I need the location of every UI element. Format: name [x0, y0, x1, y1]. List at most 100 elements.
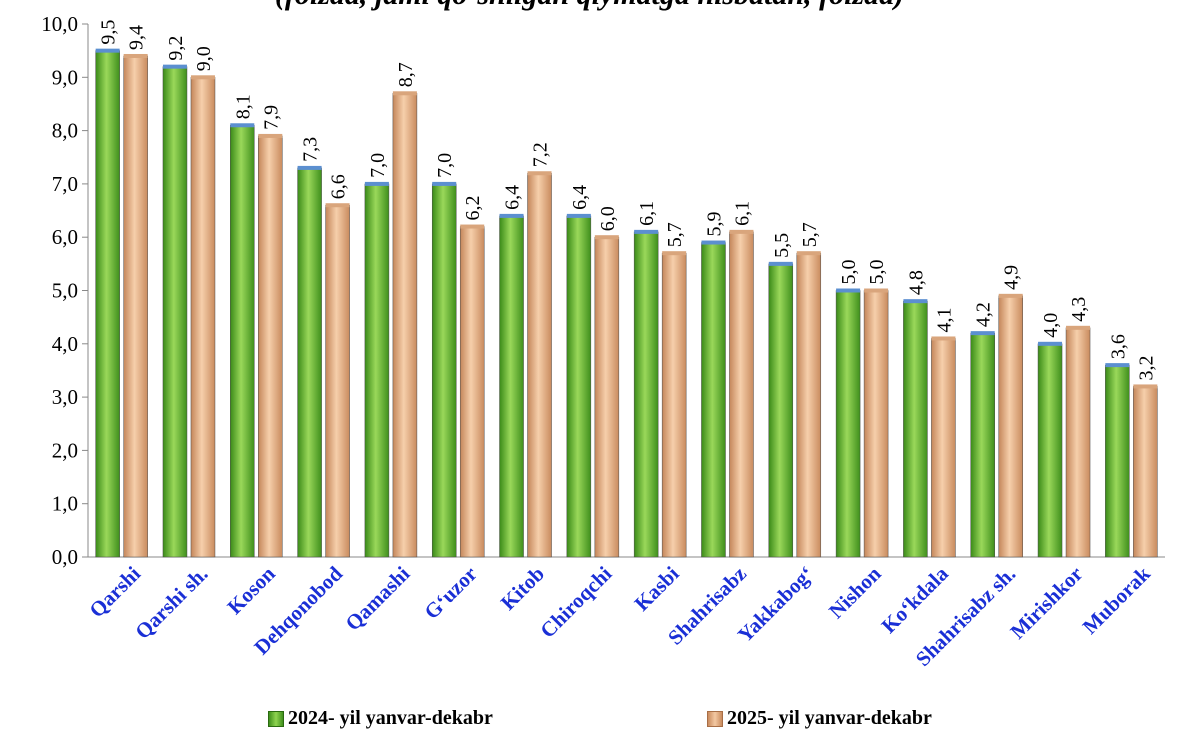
bar-2024	[431, 183, 457, 558]
bar-2025	[392, 93, 418, 558]
bar-value-label: 9,5	[98, 20, 120, 45]
bar-cap	[392, 91, 417, 96]
bar-2024	[230, 125, 255, 558]
bar-value-label: 7,2	[530, 142, 552, 167]
bar-2025	[863, 290, 889, 558]
bar-cap	[864, 288, 889, 293]
y-tick-label: 1,0	[52, 492, 78, 516]
bar-2024	[499, 215, 524, 558]
bar-cap	[1038, 341, 1063, 346]
bar-2024	[970, 332, 995, 558]
legend-item-2025: 2025- yil yanvar-dekabr	[707, 707, 932, 730]
bar-value-label: 7,9	[260, 105, 282, 130]
bar-cap	[190, 75, 215, 80]
bar-2025	[729, 231, 754, 558]
value-labels: 9,5 9,4 9,2 9,0 8,1 7,9 7,3 6,6 7,0 8,7 7,0 6,2 6,4 7…	[98, 20, 1158, 381]
bar-value-label: 4,2	[973, 302, 995, 327]
category-label: Qarshi sh.	[130, 562, 212, 644]
bar-value-label: 6,0	[597, 206, 619, 231]
bar-2025	[1065, 327, 1091, 558]
bar-value-label: 3,6	[1107, 334, 1129, 359]
bar-value-label: 6,4	[502, 185, 524, 210]
bar-cap	[970, 331, 995, 336]
bar-cap	[903, 299, 928, 304]
y-tick-label: 9,0	[52, 65, 78, 89]
bar-value-label: 3,2	[1135, 355, 1157, 380]
y-tick-label: 7,0	[52, 172, 78, 196]
bar-2024	[566, 215, 592, 558]
bar-cap	[701, 240, 726, 245]
bar-2024	[768, 263, 794, 558]
bar-value-label: 4,3	[1068, 297, 1090, 322]
y-tick-label: 3,0	[52, 385, 78, 409]
bar-value-label: 6,1	[731, 201, 753, 226]
category-label: Nishon	[824, 561, 886, 623]
y-tick-label: 6,0	[52, 225, 78, 249]
bar-value-label: 9,2	[165, 36, 187, 61]
bar-cap	[998, 293, 1023, 298]
bar-cap	[297, 165, 322, 170]
bar-value-label: 4,1	[933, 307, 955, 332]
bar-cap	[566, 213, 591, 218]
chart-title: (foizda, jami qo‘shilgan qiymatga nisbat…	[0, 0, 1179, 18]
bar-cap	[325, 203, 350, 208]
bar-value-label: 4,0	[1040, 313, 1062, 338]
bar-cap	[1066, 325, 1091, 330]
bar-2025	[123, 55, 148, 558]
bar-cap	[931, 336, 956, 341]
bar-value-label: 7,3	[300, 137, 322, 162]
category-label: Chiroqchi	[535, 561, 616, 642]
category-label: Mirishkor	[1005, 562, 1087, 644]
bar-2025	[325, 204, 350, 558]
bar-cap	[729, 229, 754, 234]
bar-cap	[662, 251, 687, 256]
bar-value-label: 6,2	[462, 196, 484, 221]
category-label: Kitob	[496, 562, 549, 615]
y-tick-label: 0,0	[52, 545, 78, 569]
bar-2025	[527, 172, 552, 558]
bar-2024	[903, 300, 928, 558]
bar-value-label: 9,4	[126, 25, 148, 50]
y-tick-label: 2,0	[52, 438, 78, 462]
bar-cap	[836, 288, 861, 293]
bar-cap	[460, 224, 485, 229]
bar-cap	[95, 48, 120, 53]
bar-cap	[1105, 363, 1130, 368]
bar-cap	[364, 181, 389, 186]
bar-2024	[364, 183, 390, 558]
bar-cap	[432, 181, 457, 186]
bar-cap	[230, 123, 255, 128]
bar-cap	[162, 64, 187, 69]
bar-value-label: 5,7	[664, 222, 686, 247]
bar-2025	[459, 226, 485, 558]
bar-2024	[297, 167, 322, 558]
bar-2025	[931, 338, 956, 558]
bar-2025	[1133, 386, 1158, 558]
bar-2024	[835, 290, 861, 558]
bar-value-label: 5,9	[703, 212, 725, 237]
bar-value-label: 7,0	[367, 153, 389, 178]
bar-value-label: 6,1	[636, 201, 658, 226]
legend-swatch-2024	[268, 710, 284, 727]
legend: 2024- yil yanvar-dekabr 2025- yil yanvar…	[0, 707, 1179, 737]
bar-2024	[1037, 343, 1063, 558]
bar-2025	[190, 77, 216, 558]
bar-cap	[768, 261, 793, 266]
bar-value-label: 4,9	[1001, 265, 1023, 290]
category-label: Kasbi	[630, 561, 684, 615]
bar-2025	[594, 236, 620, 558]
bar-cap	[123, 53, 148, 58]
bar-2024	[95, 50, 120, 558]
y-tick-label: 5,0	[52, 279, 78, 303]
bar-2025	[796, 252, 822, 558]
y-tick-label: 8,0	[52, 119, 78, 143]
bar-value-label: 8,7	[395, 62, 417, 87]
bar-value-label: 5,0	[866, 260, 888, 285]
bar-value-label: 9,0	[193, 46, 215, 71]
bar-cap	[1133, 384, 1158, 389]
category-label: Qarshi	[84, 561, 145, 622]
bar-cap	[527, 171, 552, 176]
bar-cap	[634, 229, 659, 234]
bar-value-label: 5,5	[771, 233, 793, 258]
